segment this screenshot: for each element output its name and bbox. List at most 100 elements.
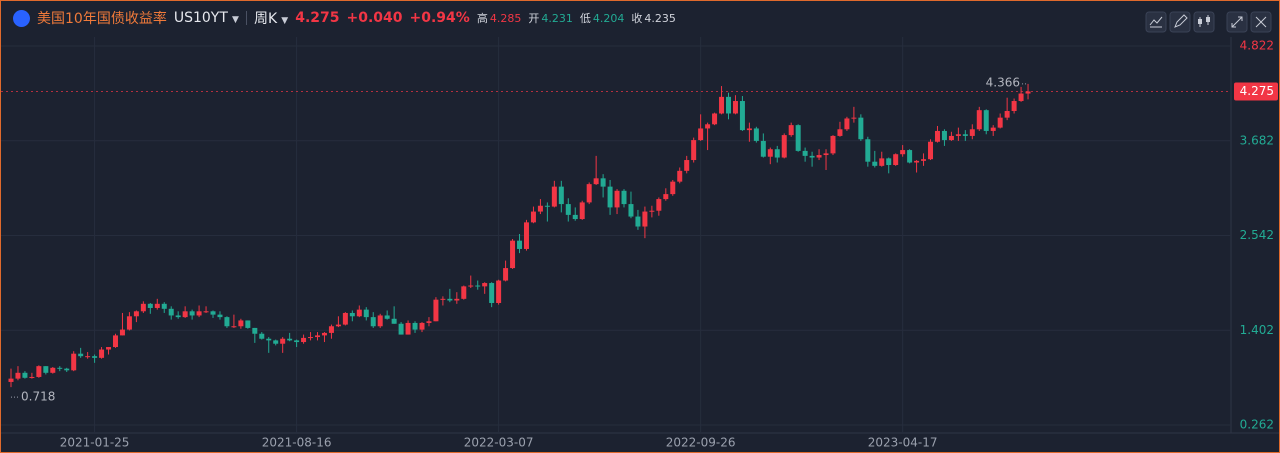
last-price-tag <box>1234 82 1278 101</box>
candle-body <box>363 309 369 318</box>
candle-body <box>168 308 174 316</box>
candle-body <box>342 312 348 325</box>
x-tick-label: 2021-01-25 <box>60 436 130 450</box>
candle-body <box>321 332 327 336</box>
candle-body <box>719 96 725 114</box>
candle-body <box>1004 110 1010 118</box>
candle-body <box>203 311 209 313</box>
close-icon <box>1255 16 1267 28</box>
candle-body <box>231 326 237 328</box>
candle-body <box>600 178 606 187</box>
candle-body <box>482 283 488 287</box>
y-tick-label: 0.262 <box>1240 418 1274 432</box>
candle-body <box>851 117 857 119</box>
candle-body <box>273 340 279 344</box>
candle-body <box>656 199 662 211</box>
candle-body <box>433 299 439 322</box>
candle-body <box>712 113 718 125</box>
period: 周K <box>253 11 278 27</box>
candle-body <box>510 240 516 269</box>
candle-body <box>426 321 432 323</box>
candle-body <box>774 149 780 158</box>
candle-body <box>642 211 648 227</box>
candle-body <box>886 158 892 166</box>
candle-body <box>461 286 467 299</box>
candle-body <box>865 139 871 162</box>
candle-body <box>182 311 188 318</box>
stat-value: 4.235 <box>644 12 676 25</box>
stat-label: 开 <box>528 12 540 25</box>
candle-body <box>781 135 787 158</box>
candle-body <box>370 317 376 327</box>
symbol-select[interactable]: US10YT ▼ <box>174 10 239 26</box>
last-price-label: 4.275 <box>1240 84 1274 98</box>
symbol: US10YT <box>173 10 228 26</box>
candle-body <box>475 285 481 287</box>
candle-body <box>928 141 934 160</box>
candle-body <box>140 303 146 312</box>
candle-body <box>349 312 355 317</box>
candle-body <box>468 285 474 287</box>
candle-body <box>217 314 223 318</box>
period-select[interactable]: 周K ▼ <box>254 8 288 28</box>
header: 美国10年国债收益率 US10YT ▼ 周K ▼ 4.275 +0.040 +0… <box>1 1 1153 35</box>
stat-label: 低 <box>579 12 591 25</box>
candle-body <box>496 280 502 303</box>
y-tick-label: 1.402 <box>1240 323 1274 337</box>
candle-body <box>900 150 906 155</box>
candle-body <box>558 186 564 205</box>
candle-body <box>663 194 669 200</box>
candle-body <box>356 309 362 317</box>
candle-body <box>440 298 446 300</box>
logo <box>13 9 30 27</box>
candle-body <box>677 170 683 182</box>
candle-body <box>788 125 794 136</box>
tool-icon <box>1206 17 1210 22</box>
candle-body <box>879 158 885 166</box>
candle-body <box>405 322 411 335</box>
candle-body <box>872 161 878 166</box>
candle-body <box>64 368 70 371</box>
candle-body <box>628 204 634 217</box>
candle-body <box>133 311 139 317</box>
candle-body <box>454 298 460 301</box>
candle-body <box>238 320 244 327</box>
candle-body <box>398 323 404 335</box>
candle-body <box>830 135 836 154</box>
candle-body <box>210 311 216 315</box>
candle-body <box>858 117 864 140</box>
candle-body <box>635 216 641 227</box>
candle-body <box>914 160 920 163</box>
x-tick-label: 2022-09-26 <box>666 436 736 450</box>
candle-body <box>691 140 697 161</box>
candle-body <box>732 101 738 114</box>
candle-body <box>517 240 523 249</box>
candle-body <box>15 372 21 379</box>
candle-body <box>43 366 49 373</box>
candle-body <box>684 160 690 171</box>
caret: ▼ <box>232 15 239 25</box>
candle-body <box>586 184 592 203</box>
stat-value: 4.204 <box>592 12 625 25</box>
candle-body <box>537 205 543 212</box>
tool-icon <box>1149 16 1163 28</box>
stat-value: 4.231 <box>541 12 573 25</box>
tool-button[interactable] <box>1193 11 1215 33</box>
candle-body <box>941 130 947 141</box>
tool-button[interactable] <box>1169 11 1191 33</box>
candle-body <box>50 367 56 373</box>
candle-body <box>308 337 314 339</box>
candle-body <box>29 376 35 378</box>
candle-body <box>175 315 181 318</box>
candle-body <box>196 311 202 316</box>
candle-body <box>503 268 509 281</box>
candle-body <box>739 101 745 131</box>
candle-body <box>907 150 913 163</box>
candle-body <box>154 303 160 308</box>
candle-body <box>746 128 752 131</box>
x-tick-label: 2023-04-17 <box>868 436 938 450</box>
stat-value: 4.285 <box>489 12 522 25</box>
candle-body <box>112 335 118 348</box>
candle-body <box>335 324 341 327</box>
